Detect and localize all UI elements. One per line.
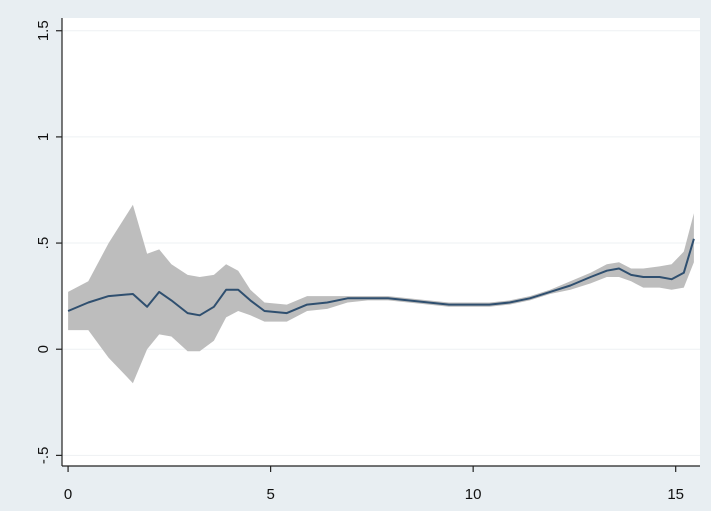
y-tick-label: 0	[35, 345, 52, 353]
y-axis-ticks: -.5 0 .5 1 1.5	[35, 20, 62, 464]
y-tick-label: 1.5	[35, 20, 52, 41]
y-tick-label: .5	[35, 237, 52, 250]
y-tick-label: 1	[35, 133, 52, 141]
x-tick-label: 10	[465, 486, 482, 503]
confidence-band	[68, 204, 694, 384]
y-tick-label: -.5	[35, 447, 52, 465]
x-axis-ticks: 0 5 10 15	[64, 466, 684, 503]
series-line-layer	[67, 238, 695, 317]
confidence-band-layer	[68, 204, 694, 384]
x-tick-label: 0	[64, 486, 72, 503]
x-tick-label: 5	[266, 486, 274, 503]
series-line	[67, 238, 695, 317]
plot-area	[62, 18, 700, 466]
x-tick-label: 15	[667, 486, 684, 503]
gridlines	[62, 30, 700, 456]
